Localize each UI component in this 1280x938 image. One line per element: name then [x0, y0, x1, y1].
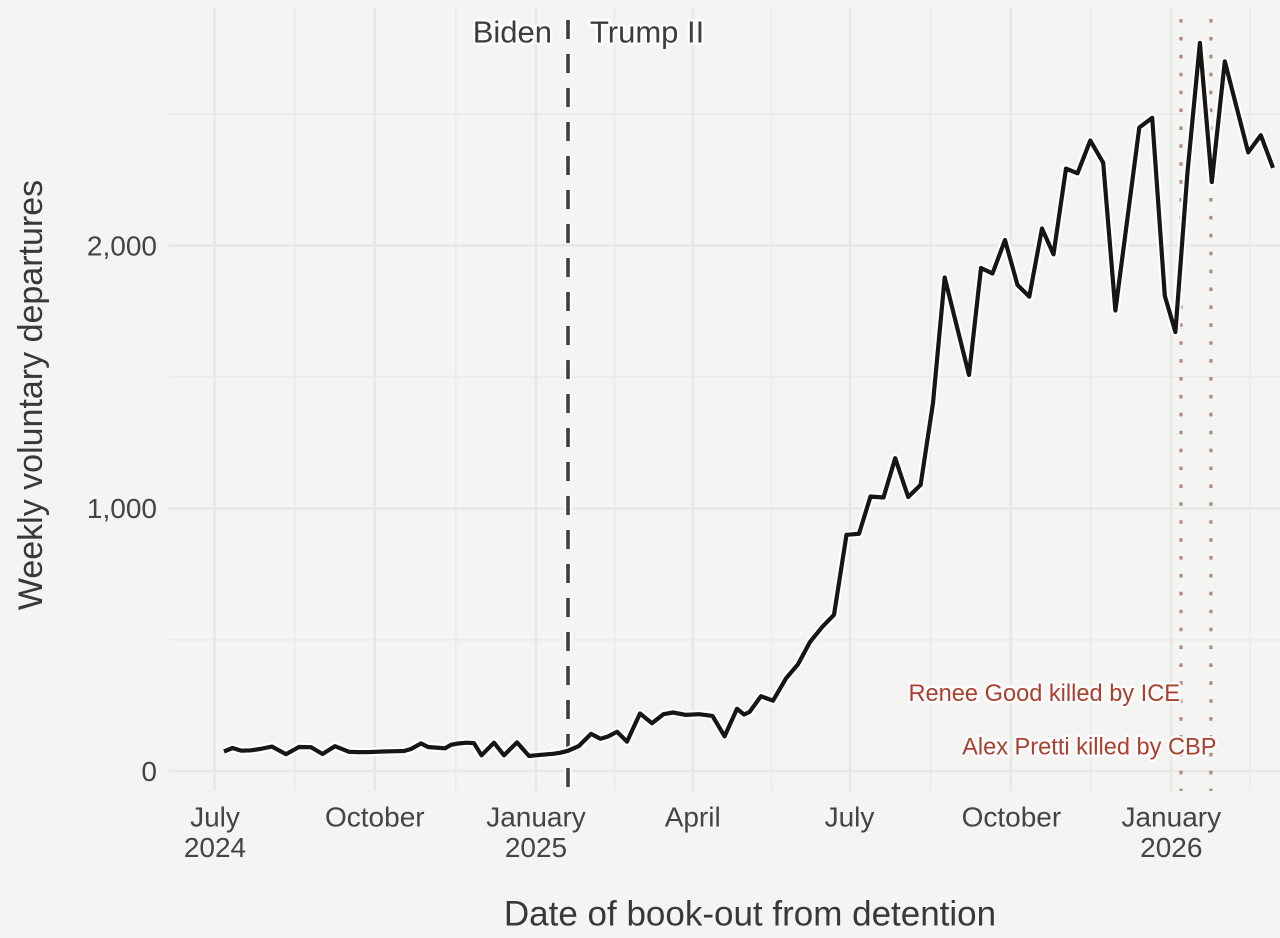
- svg-text:July: July: [825, 802, 875, 833]
- svg-text:1,000: 1,000: [87, 493, 157, 524]
- svg-text:Biden: Biden: [473, 15, 552, 50]
- svg-text:January: January: [486, 802, 586, 833]
- svg-text:Trump II: Trump II: [590, 15, 704, 50]
- svg-text:April: April: [665, 802, 721, 833]
- svg-text:Date of book-out from detentio: Date of book-out from detention: [504, 895, 996, 934]
- svg-text:July: July: [190, 802, 240, 833]
- svg-text:Trump II: Trump II: [590, 15, 704, 50]
- svg-text:January: January: [1121, 802, 1221, 833]
- svg-text:October: October: [325, 802, 425, 833]
- svg-text:0: 0: [141, 756, 157, 787]
- svg-text:October: October: [962, 802, 1062, 833]
- svg-text:Alex Pretti killed by CBP: Alex Pretti killed by CBP: [962, 734, 1216, 760]
- svg-text:Weekly voluntary departures: Weekly voluntary departures: [12, 180, 50, 610]
- svg-text:Renee Good killed by ICE: Renee Good killed by ICE: [909, 681, 1180, 707]
- svg-text:2026: 2026: [1140, 832, 1202, 863]
- svg-text:Biden: Biden: [473, 15, 552, 50]
- svg-text:Renee Good killed by ICE: Renee Good killed by ICE: [909, 681, 1180, 707]
- svg-text:2,000: 2,000: [87, 230, 157, 261]
- svg-text:2025: 2025: [505, 832, 567, 863]
- svg-text:Alex Pretti killed by CBP: Alex Pretti killed by CBP: [962, 734, 1216, 760]
- svg-text:2024: 2024: [184, 832, 246, 863]
